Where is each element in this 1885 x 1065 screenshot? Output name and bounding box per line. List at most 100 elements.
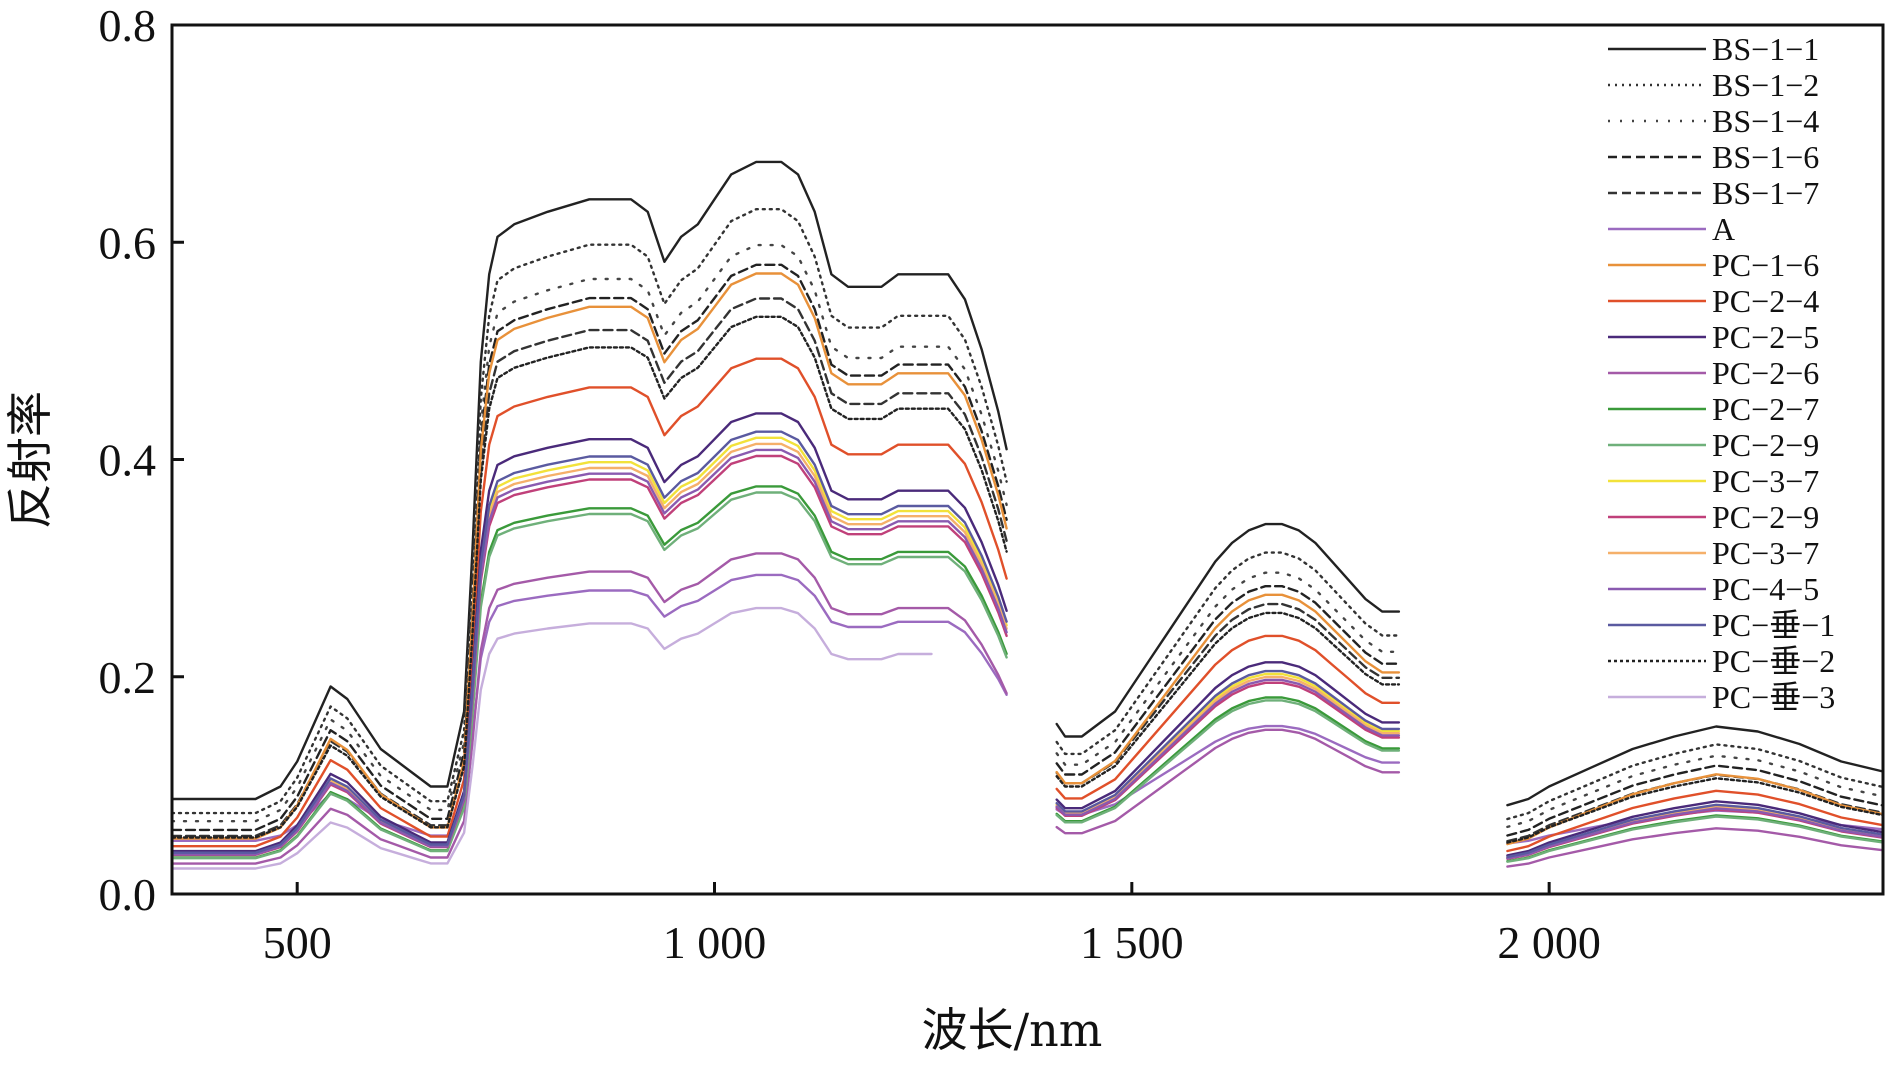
- series-segment: [1506, 777, 1885, 844]
- series-layer: [170, 160, 1885, 870]
- legend: BS−1−1BS−1−2BS−1−4BS−1−6BS−1−7APC−1−6PC−…: [1608, 31, 1835, 715]
- legend-label: PC−垂−3: [1712, 679, 1835, 715]
- x-axis-title: 波长/nm: [922, 1003, 1103, 1057]
- series-segment: [1055, 611, 1401, 788]
- legend-label: BS−1−2: [1712, 67, 1819, 103]
- y-axis-title: 反射率: [3, 391, 57, 529]
- x-tick-label: 2 000: [1497, 917, 1601, 968]
- series-line: [170, 160, 1885, 807]
- legend-item: BS−1−4: [1608, 103, 1819, 139]
- y-tick-label: 0.8: [99, 0, 157, 51]
- series-line: [170, 243, 1885, 829]
- series-segment: [1055, 669, 1401, 813]
- series-segment: [170, 448, 1008, 856]
- series-segment: [1506, 789, 1885, 853]
- series-segment: [1506, 764, 1885, 837]
- legend-label: BS−1−4: [1712, 103, 1819, 139]
- legend-item: PC−垂−2: [1608, 643, 1835, 679]
- legend-item: PC−2−9: [1608, 499, 1819, 535]
- series-segment: [170, 357, 1008, 848]
- series-segment: [170, 243, 1008, 823]
- series-line: [170, 552, 1885, 868]
- legend-item: A: [1608, 211, 1735, 247]
- legend-label: PC−3−7: [1712, 463, 1819, 499]
- series-segment: [1506, 807, 1885, 860]
- series-segment: [170, 491, 1008, 860]
- series-segment: [170, 412, 1008, 853]
- legend-label: PC−2−6: [1712, 355, 1819, 391]
- legend-item: PC−1−6: [1608, 247, 1819, 283]
- series-segment: [170, 552, 1008, 865]
- legend-label: PC−4−5: [1712, 571, 1819, 607]
- series-line: [170, 606, 933, 870]
- y-tick-label: 0.6: [99, 217, 157, 268]
- series-segment: [170, 160, 1008, 801]
- series-segment: [1055, 728, 1401, 835]
- legend-item: PC−3−7: [1608, 535, 1819, 571]
- series-segment: [170, 430, 1008, 854]
- series-segment: [1055, 699, 1401, 824]
- series-segment: [1506, 725, 1885, 807]
- series-segment: [1506, 827, 1885, 868]
- legend-label: BS−1−6: [1712, 139, 1819, 175]
- series-line: [170, 263, 1885, 837]
- x-tick-label: 1 000: [663, 917, 767, 968]
- legend-item: PC−4−5: [1608, 571, 1819, 607]
- legend-item: PC−垂−1: [1608, 607, 1835, 643]
- series-segment: [1055, 634, 1401, 800]
- legend-label: A: [1712, 211, 1735, 247]
- series-segment: [170, 315, 1008, 839]
- legend-item: BS−1−7: [1608, 175, 1819, 211]
- legend-item: PC−2−5: [1608, 319, 1819, 355]
- series-line: [170, 357, 1885, 853]
- legend-label: PC−2−9: [1712, 427, 1819, 463]
- series-segment: [1055, 661, 1401, 810]
- series-segment: [1506, 815, 1885, 863]
- series-segment: [1055, 678, 1401, 816]
- x-tick-label: 500: [263, 917, 332, 968]
- legend-item: PC−垂−3: [1608, 679, 1835, 715]
- legend-label: BS−1−1: [1712, 31, 1819, 67]
- series-segment: [1055, 571, 1401, 766]
- series-segment: [1055, 522, 1401, 738]
- y-axis-ticks: 0.0 0.2 0.4 0.6 0.8: [99, 0, 184, 920]
- y-tick-label: 0.0: [99, 869, 157, 920]
- series-segment: [170, 263, 1008, 832]
- x-tick-label: 1 500: [1080, 917, 1184, 968]
- legend-label: PC−垂−2: [1712, 643, 1835, 679]
- y-tick-label: 0.4: [99, 435, 157, 486]
- series-line: [170, 430, 1885, 859]
- legend-label: PC−2−9: [1712, 499, 1819, 535]
- series-segment: [170, 272, 1008, 840]
- y-tick-label: 0.2: [99, 652, 157, 703]
- legend-label: PC−2−7: [1712, 391, 1819, 427]
- series-segment: [1055, 551, 1401, 756]
- legend-item: PC−2−7: [1608, 391, 1819, 427]
- legend-label: BS−1−7: [1712, 175, 1819, 211]
- series-segment: [1506, 800, 1885, 857]
- series-segment: [1506, 743, 1885, 821]
- series-segment: [1055, 724, 1401, 816]
- x-axis-ticks: 500 1 000 1 500 2 000: [263, 882, 1601, 968]
- legend-item: PC−2−9: [1608, 427, 1819, 463]
- legend-label: PC−3−7: [1712, 535, 1819, 571]
- series-line: [170, 412, 1885, 857]
- legend-label: PC−垂−1: [1712, 607, 1835, 643]
- series-line: [170, 491, 1885, 863]
- legend-item: PC−3−7: [1608, 463, 1819, 499]
- legend-item: PC−2−4: [1608, 283, 1819, 319]
- legend-label: PC−2−4: [1712, 283, 1819, 319]
- series-segment: [170, 606, 933, 870]
- series-segment: [1055, 585, 1401, 776]
- legend-item: BS−1−1: [1608, 31, 1819, 67]
- legend-item: BS−1−6: [1608, 139, 1819, 175]
- series-segment: [1055, 593, 1401, 785]
- legend-label: PC−1−6: [1712, 247, 1819, 283]
- series-line: [170, 448, 1885, 860]
- legend-label: PC−2−5: [1712, 319, 1819, 355]
- series-segment: [1506, 754, 1885, 829]
- series-line: [170, 208, 1885, 821]
- series-segment: [1506, 803, 1885, 859]
